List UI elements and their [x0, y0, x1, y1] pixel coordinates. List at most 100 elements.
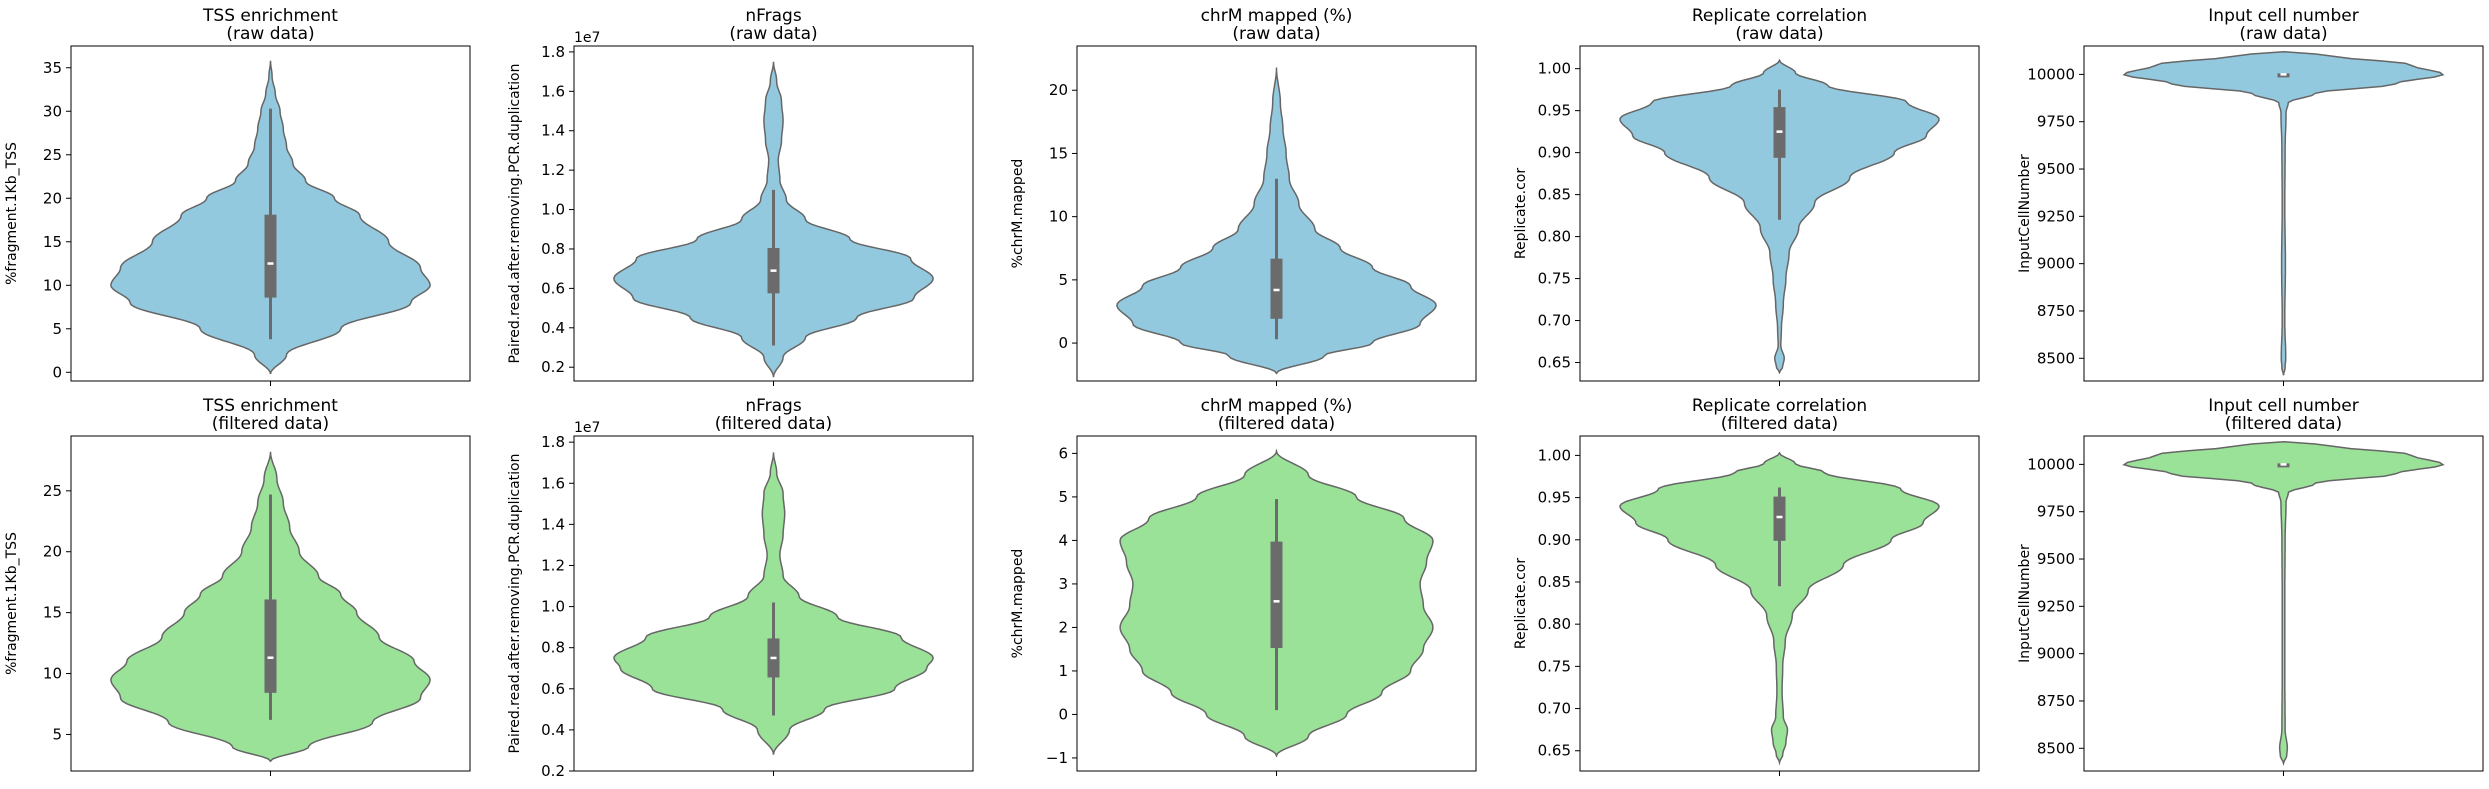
y-tick-label: 0.85	[1538, 573, 1571, 591]
y-tick-label: 1.0	[541, 201, 565, 219]
y-tick-label: 0.4	[541, 319, 565, 337]
chart-title: chrM mapped (%)	[1201, 6, 1353, 26]
y-tick-label: 9500	[2037, 160, 2075, 178]
y-tick-label: 9000	[2037, 255, 2075, 273]
y-tick-label: 0.75	[1538, 657, 1571, 675]
chart-panel-2: 0.2 0.4 0.6 0.8 1.0 1.2 1.4 1.6 1.8 1e7 nFrags(raw…	[507, 6, 974, 386]
violin-body	[2122, 440, 2445, 766]
y-tick-label: 9750	[2037, 503, 2075, 521]
y-tick-label: 0.4	[541, 721, 565, 739]
y-tick-label: 0.95	[1538, 489, 1571, 507]
y-tick-label: 0.75	[1538, 270, 1571, 288]
violin-body	[1619, 451, 1940, 766]
y-tick-label: 0.70	[1538, 700, 1571, 718]
chart-title: Replicate correlation	[1692, 6, 1867, 26]
y-tick-label: −1	[1046, 749, 1068, 767]
y-axis-label: %fragment.1Kb_TSS	[4, 532, 20, 675]
y-axis-label: %fragment.1Kb_TSS	[4, 142, 20, 285]
y-axis-label: Replicate.cor	[1513, 168, 1529, 259]
y-tick-label: 1.8	[541, 43, 565, 61]
y-tick-label: 0.8	[541, 639, 565, 657]
y-offset-label: 1e7	[574, 420, 600, 436]
y-tick-label: 8500	[2037, 739, 2075, 757]
chart-panel-8: −1 0 1 2 3 4 5 6 chrM mapped (%)(filtered data)%…	[1010, 396, 1477, 776]
chart-subtitle: (filtered data)	[1218, 414, 1335, 434]
y-tick-label: 10	[43, 276, 62, 294]
y-tick-label: 0.95	[1538, 102, 1571, 120]
y-tick-label: 25	[43, 482, 62, 500]
y-tick-label: 10	[1049, 208, 1068, 226]
violin-body	[2122, 50, 2445, 376]
y-tick-label: 8500	[2037, 349, 2075, 367]
y-tick-label: 10000	[2027, 65, 2075, 83]
chart-subtitle: (raw data)	[729, 24, 817, 44]
chart-title: nFrags	[745, 6, 802, 26]
chart-title: Input cell number	[2208, 396, 2358, 416]
y-tick-label: 0.90	[1538, 144, 1571, 162]
y-tick-label: 0	[1058, 334, 1068, 352]
y-tick-label: 1.6	[541, 82, 565, 100]
y-offset-label: 1e7	[574, 30, 600, 46]
y-tick-label: 10	[43, 665, 62, 683]
y-axis-label: %chrM.mapped	[1010, 549, 1026, 659]
y-axis-label: Paired.read.after.removing.PCR.duplicati…	[507, 453, 523, 753]
y-tick-label: 1.8	[541, 433, 565, 451]
y-tick-label: 6	[1058, 444, 1068, 462]
y-tick-label: 1	[1058, 662, 1068, 680]
y-tick-label: 9000	[2037, 645, 2075, 663]
y-axis-label: Paired.read.after.removing.PCR.duplicati…	[507, 63, 523, 363]
chart-subtitle: (filtered data)	[1721, 414, 1838, 434]
y-tick-label: 3	[1058, 575, 1068, 593]
iqr-box	[264, 214, 277, 298]
chart-panel-3: 0 5 10 15 20 chrM mapped (%)(raw data) %chrM.m…	[1010, 6, 1477, 386]
y-tick-label: 0.65	[1538, 742, 1571, 760]
y-tick-label: 1.0	[541, 598, 565, 616]
y-tick-label: 9250	[2037, 597, 2075, 615]
y-tick-label: 1.2	[541, 161, 565, 179]
y-tick-label: 15	[43, 604, 62, 622]
chart-subtitle: (filtered data)	[2225, 414, 2342, 434]
y-tick-label: 10000	[2027, 455, 2075, 473]
y-tick-label: 5	[1058, 488, 1068, 506]
y-tick-label: 35	[43, 59, 62, 77]
chart-subtitle: (raw data)	[226, 24, 314, 44]
y-tick-label: 1.4	[541, 122, 565, 140]
y-tick-label: 5	[52, 725, 62, 743]
chart-title: Replicate correlation	[1692, 396, 1867, 416]
chart-panel-6: 5 10 15 20 25 TSS enrichment(filtered data) %f…	[4, 396, 471, 776]
chart-panel-1: 0 5 10 15 20 25 30 35 TSS enrichment(raw data) %f…	[4, 6, 471, 386]
chart-panel-10: 8500 8750 9000 9250 9500 9750 10000 Input cell …	[2017, 396, 2484, 776]
y-tick-label: 0.2	[541, 358, 565, 376]
y-axis-label: InputCellNumber	[2017, 154, 2033, 273]
chart-panel-4: 0.65 0.70 0.75 0.80 0.85 0.90 0.95 1.00 Replicat…	[1513, 6, 1980, 386]
chart-panel-9: 0.65 0.70 0.75 0.80 0.85 0.90 0.95 1.00 Replicat…	[1513, 396, 1980, 776]
chart-title: TSS enrichment	[202, 396, 338, 416]
y-tick-label: 15	[1049, 144, 1068, 162]
y-tick-label: 8750	[2037, 692, 2075, 710]
chart-panel-5: 8500 8750 9000 9250 9500 9750 10000 Input cell …	[2017, 6, 2484, 386]
chart-title: Input cell number	[2208, 6, 2358, 26]
y-tick-label: 20	[1049, 81, 1068, 99]
y-tick-label: 1.2	[541, 556, 565, 574]
y-axis-label: Replicate.cor	[1513, 558, 1529, 649]
y-tick-label: 1.6	[541, 474, 565, 492]
iqr-box	[1773, 496, 1786, 541]
y-tick-label: 5	[1058, 271, 1068, 289]
y-tick-label: 0.85	[1538, 186, 1571, 204]
y-axis-label: %chrM.mapped	[1010, 159, 1026, 269]
y-tick-label: 1.00	[1538, 60, 1571, 78]
y-tick-label: 2	[1058, 618, 1068, 636]
chart-subtitle: (raw data)	[2239, 24, 2327, 44]
y-tick-label: 0.70	[1538, 312, 1571, 330]
chart-title: nFrags	[745, 396, 802, 416]
chart-subtitle: (raw data)	[1232, 24, 1320, 44]
y-tick-label: 25	[43, 146, 62, 164]
y-tick-label: 4	[1058, 531, 1068, 549]
y-tick-label: 8750	[2037, 302, 2075, 320]
iqr-box	[1270, 541, 1283, 649]
y-tick-label: 0.90	[1538, 531, 1571, 549]
chart-panel-7: 0.2 0.4 0.6 0.8 1.0 1.2 1.4 1.6 1.8 1e7 nFrags(fil…	[507, 396, 974, 780]
iqr-box	[264, 599, 277, 693]
chart-subtitle: (filtered data)	[212, 414, 329, 434]
